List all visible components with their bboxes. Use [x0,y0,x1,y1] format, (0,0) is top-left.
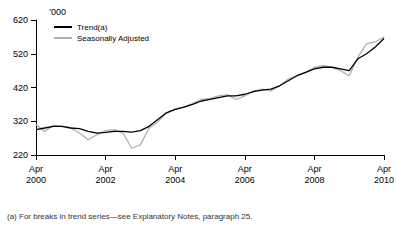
svg-text:320: 320 [13,116,28,126]
svg-text:2006: 2006 [235,175,255,185]
svg-text:Apr: Apr [29,164,43,174]
svg-text:2000: 2000 [26,175,46,185]
svg-text:2010: 2010 [374,175,394,185]
svg-text:Apr: Apr [99,164,113,174]
svg-text:Apr: Apr [307,164,321,174]
svg-text:Apr: Apr [168,164,182,174]
svg-text:220: 220 [13,150,28,160]
svg-text:Seasonally Adjusted: Seasonally Adjusted [77,34,149,43]
svg-text:2002: 2002 [96,175,116,185]
svg-text:620: 620 [13,15,28,25]
svg-text:(a) For breaks in trend series: (a) For breaks in trend series—see Expla… [7,212,252,221]
svg-text:Apr: Apr [238,164,252,174]
svg-text:520: 520 [13,49,28,59]
svg-text:'000: '000 [49,7,66,17]
svg-text:Trend(a): Trend(a) [77,23,108,32]
svg-text:2004: 2004 [165,175,185,185]
svg-text:420: 420 [13,83,28,93]
svg-text:Apr: Apr [377,164,391,174]
svg-text:2008: 2008 [304,175,324,185]
